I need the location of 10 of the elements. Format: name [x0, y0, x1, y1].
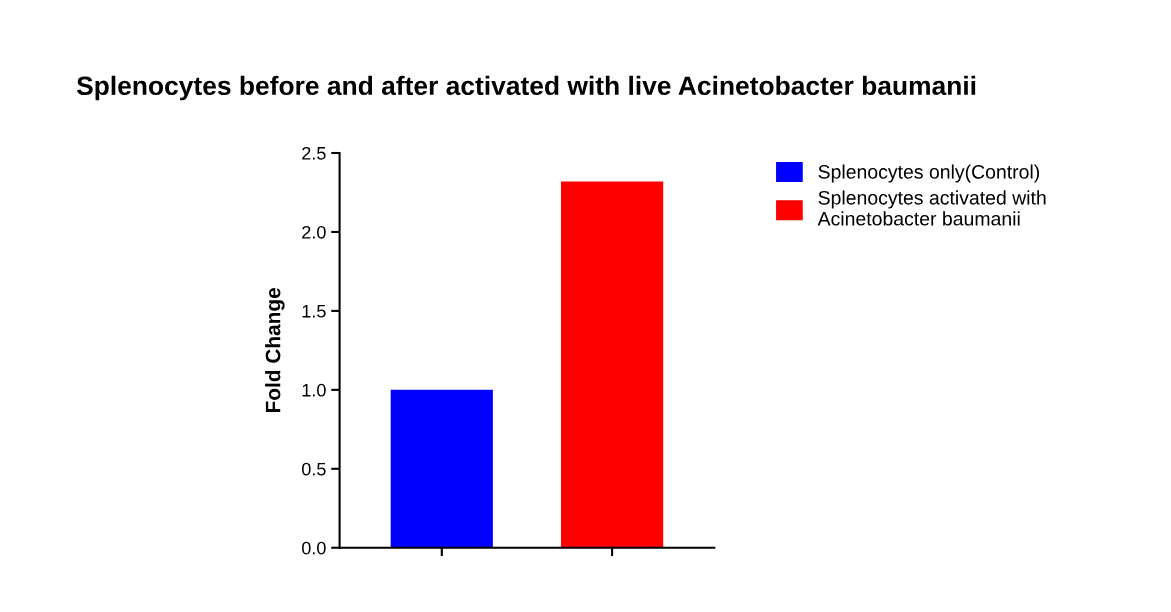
y-tick-label: 0.0 [302, 541, 326, 555]
y-tick-label: 1.0 [302, 383, 326, 397]
chart-title: Splenocytes before and after activated with live Acinetobacter baumanii [76, 75, 976, 101]
y-tick-label: 2.5 [302, 146, 326, 160]
legend-label: Splenocytes only(Control) [818, 164, 1040, 183]
legend-label: Splenocytes activated with Acinetobacter baumanii [817, 190, 1046, 226]
y-axis-title: Fold Change [265, 288, 285, 413]
y-tick-label: 2.0 [302, 225, 326, 239]
y-tick-label: 0.5 [302, 462, 326, 476]
y-tick-label: 1.5 [302, 305, 326, 318]
